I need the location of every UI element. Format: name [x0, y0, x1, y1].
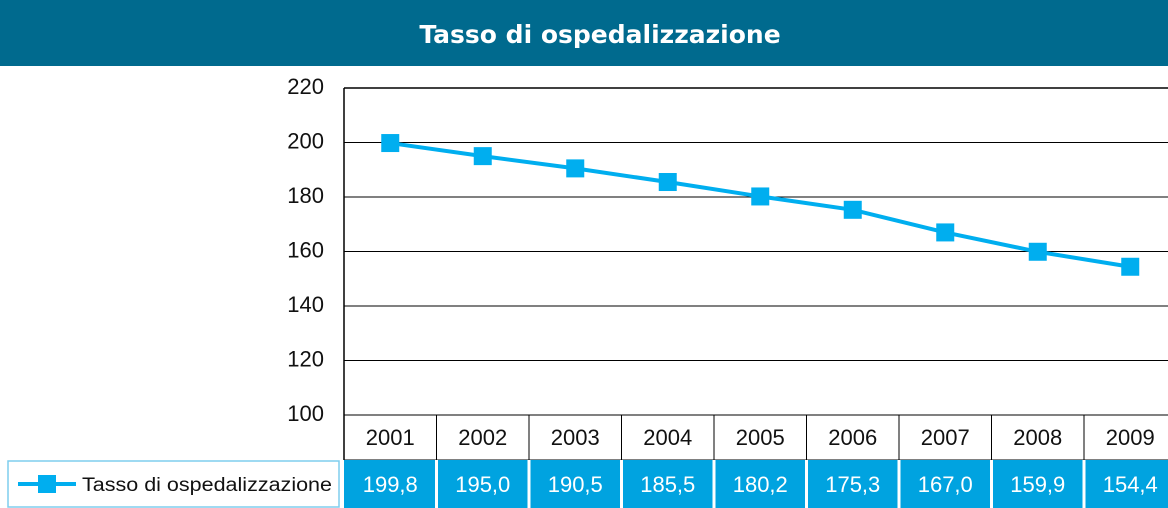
x-tick-label: 2003 [551, 425, 600, 450]
y-tick-label: 120 [287, 346, 324, 371]
value-label: 185,5 [640, 472, 695, 497]
point-marker [473, 147, 492, 166]
y-tick-label: 160 [287, 237, 324, 262]
x-tick-label: 2006 [828, 425, 877, 450]
point-marker [1028, 242, 1047, 261]
y-tick-label: 220 [287, 74, 324, 99]
value-label: 190,5 [548, 472, 603, 497]
x-tick-label: 2002 [458, 425, 507, 450]
y-tick-label: 100 [287, 401, 324, 426]
x-tick-label: 2001 [366, 425, 415, 450]
value-label: 159,9 [1010, 472, 1065, 497]
point-marker [936, 223, 955, 242]
x-tick-label: 2009 [1106, 425, 1155, 450]
value-label: 175,3 [825, 472, 880, 497]
value-row-bg [344, 460, 1168, 508]
y-tick-label: 200 [287, 128, 324, 153]
x-tick-label: 2004 [643, 425, 692, 450]
value-label: 154,4 [1103, 472, 1158, 497]
value-label: 199,8 [363, 472, 418, 497]
point-marker [751, 187, 770, 206]
point-marker [381, 134, 400, 153]
y-tick-label: 140 [287, 292, 324, 317]
x-tick-label: 2005 [736, 425, 785, 450]
value-label: 167,0 [918, 472, 973, 497]
point-marker [1121, 257, 1140, 276]
point-marker [658, 173, 677, 192]
x-tick-label: 2007 [921, 425, 970, 450]
value-label: 180,2 [733, 472, 788, 497]
chart-title: Tasso di ospedalizzazione [419, 20, 780, 49]
x-tick-label: 2008 [1013, 425, 1062, 450]
legend-label: Tasso di ospedalizzazione [82, 475, 332, 496]
value-label: 195,0 [455, 472, 510, 497]
title-bar [0, 0, 1168, 66]
point-marker [843, 200, 862, 219]
legend-marker [38, 475, 56, 493]
y-tick-label: 180 [287, 183, 324, 208]
point-marker [566, 159, 585, 178]
